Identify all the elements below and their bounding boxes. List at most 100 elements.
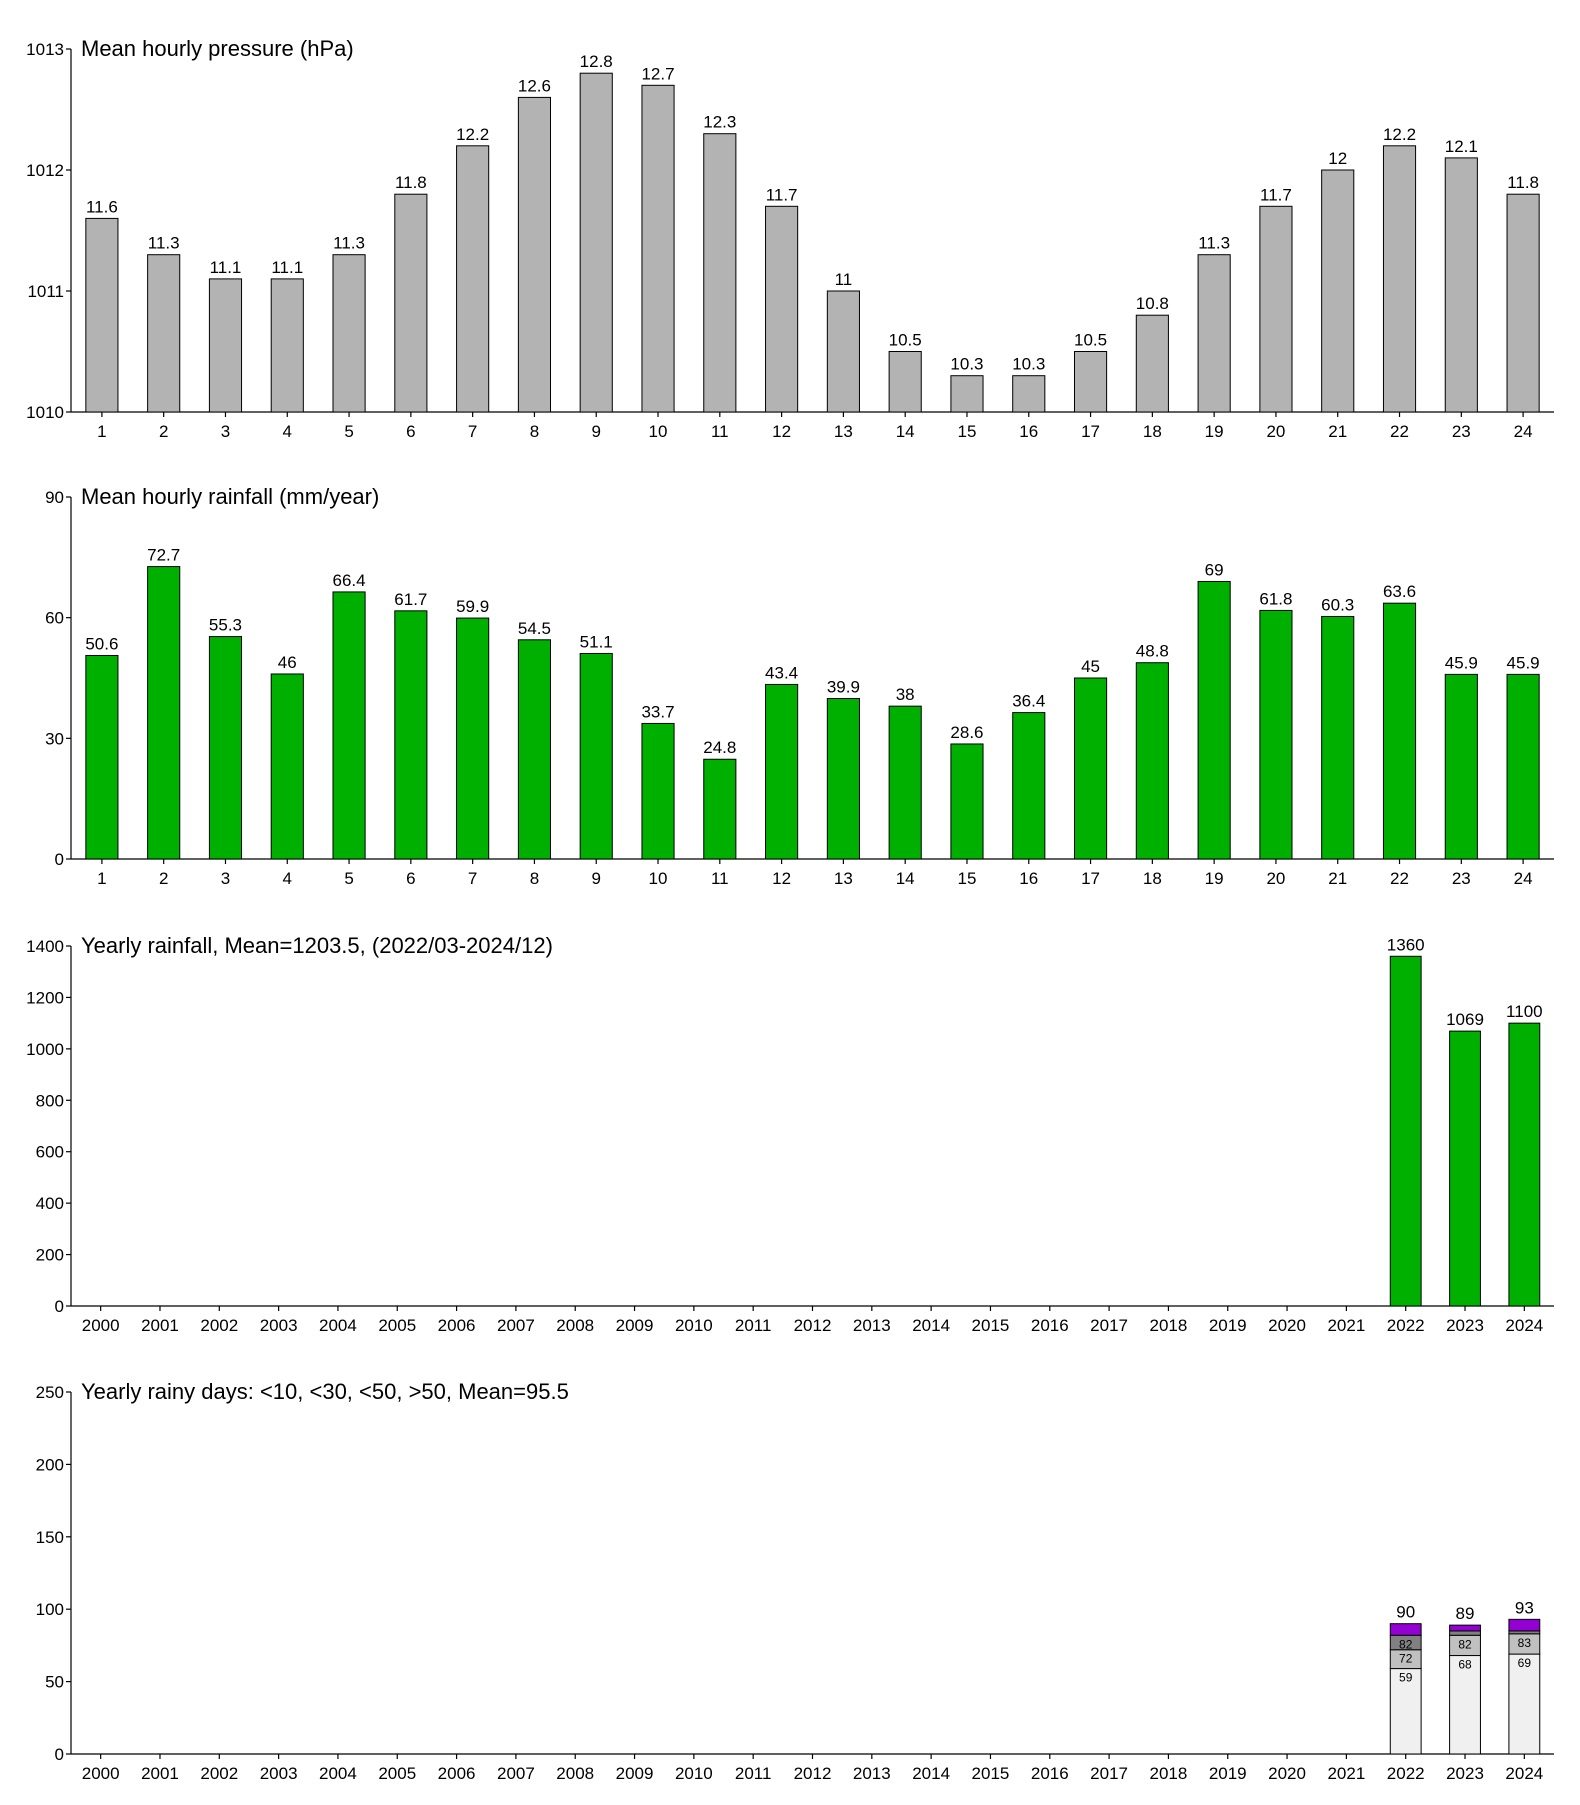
value-label: 12.8 [580, 52, 613, 71]
x-tick-label: 21 [1328, 869, 1347, 888]
x-tick-label: 2 [159, 422, 168, 441]
value-label: 28.6 [950, 723, 983, 742]
x-tick-label: 20 [1266, 422, 1285, 441]
y-tick-label: 1200 [26, 988, 64, 1007]
bar [1389, 955, 1422, 1307]
x-tick-label: 2002 [200, 1764, 238, 1783]
x-tick-label: 2020 [1268, 1316, 1306, 1335]
x-tick-label: 2017 [1090, 1316, 1128, 1335]
x-tick-label: 2023 [1446, 1764, 1484, 1783]
x-tick-label: 2013 [853, 1316, 891, 1335]
x-tick-label: 4 [283, 422, 292, 441]
x-tick-label: 2011 [735, 1764, 772, 1783]
value-label: 10.5 [889, 331, 922, 350]
value-label: 45 [1081, 657, 1100, 676]
value-label: 10.5 [1074, 331, 1107, 350]
bar [1444, 673, 1478, 860]
segment-label: 69 [1518, 1656, 1532, 1670]
x-tick-label: 22 [1390, 869, 1409, 888]
value-label: 11.3 [1198, 234, 1230, 253]
bar [1259, 205, 1293, 413]
bar [888, 351, 922, 413]
value-label: 63.6 [1383, 582, 1416, 601]
bar [394, 610, 428, 860]
value-label: 39.9 [827, 678, 860, 697]
x-tick-label: 2010 [675, 1316, 713, 1335]
bar-segment [1449, 1630, 1481, 1636]
value-label: 11.1 [210, 258, 242, 277]
x-tick-label: 24 [1514, 422, 1533, 441]
bar [394, 193, 428, 413]
value-label: 11.3 [333, 234, 365, 253]
x-tick-label: 1 [97, 869, 106, 888]
bar [703, 133, 737, 413]
bar [85, 217, 119, 413]
x-tick-label: 5 [344, 422, 353, 441]
x-tick-label: 15 [958, 869, 977, 888]
value-label: 51.1 [580, 632, 613, 651]
x-tick-label: 19 [1205, 869, 1224, 888]
x-tick-label: 2019 [1209, 1764, 1247, 1783]
bar [456, 145, 490, 413]
value-label: 11.7 [766, 185, 798, 204]
x-tick-label: 2003 [260, 1316, 298, 1335]
bar [1321, 615, 1355, 860]
bar [1508, 1022, 1541, 1307]
y-tick-label: 1011 [27, 282, 64, 301]
x-tick-label: 13 [834, 869, 853, 888]
bar [1382, 145, 1417, 413]
value-label: 38 [896, 685, 915, 704]
y-tick-label: 400 [36, 1194, 64, 1213]
x-tick-label: 2007 [497, 1316, 535, 1335]
x-tick-label: 2006 [438, 1316, 476, 1335]
x-tick-label: 2 [159, 869, 168, 888]
bar [1259, 609, 1293, 860]
value-label: 10.8 [1136, 294, 1169, 313]
value-label: 12.2 [1383, 125, 1416, 144]
x-tick-label: 2024 [1505, 1316, 1543, 1335]
y-tick-label: 1013 [26, 40, 64, 59]
y-tick-label: 150 [36, 1528, 64, 1547]
x-tick-label: 2005 [378, 1764, 416, 1783]
bar [270, 673, 304, 860]
x-tick-label: 13 [834, 422, 853, 441]
x-tick-label: 3 [221, 422, 230, 441]
y-tick-label: 800 [36, 1091, 64, 1110]
value-label: 54.5 [518, 619, 551, 638]
bar [1321, 169, 1355, 413]
bar [579, 652, 613, 860]
value-label: 59.9 [456, 597, 489, 616]
bar [332, 591, 366, 860]
segment-label: 72 [1399, 1652, 1413, 1666]
x-tick-label: 2022 [1387, 1316, 1425, 1335]
value-label: 12.7 [641, 64, 674, 83]
total-label: 89 [1456, 1604, 1475, 1623]
x-tick-label: 2008 [556, 1316, 594, 1335]
value-label: 24.8 [703, 738, 736, 757]
x-tick-label: 2012 [794, 1764, 832, 1783]
bar [456, 617, 490, 860]
x-tick-label: 1 [97, 422, 106, 441]
value-label: 66.4 [333, 571, 366, 590]
x-tick-label: 10 [649, 869, 668, 888]
x-tick-label: 2014 [912, 1764, 950, 1783]
bar [1506, 673, 1540, 860]
y-tick-label: 200 [36, 1455, 64, 1474]
x-tick-label: 2020 [1268, 1764, 1306, 1783]
y-tick-label: 0 [55, 850, 64, 869]
x-tick-label: 2015 [972, 1764, 1010, 1783]
x-tick-label: 14 [896, 869, 915, 888]
x-tick-label: 2014 [912, 1316, 950, 1335]
x-tick-label: 2001 [141, 1764, 179, 1783]
y-tick-label: 600 [36, 1143, 64, 1162]
value-label: 48.8 [1136, 642, 1169, 661]
x-tick-label: 15 [958, 422, 977, 441]
y-tick-label: 1010 [26, 403, 64, 422]
value-label: 72.7 [147, 546, 180, 565]
bar [765, 205, 799, 413]
y-tick-label: 250 [36, 1383, 64, 1402]
x-tick-label: 2002 [200, 1316, 238, 1335]
y-tick-label: 0 [55, 1297, 64, 1316]
x-tick-label: 2018 [1150, 1764, 1188, 1783]
